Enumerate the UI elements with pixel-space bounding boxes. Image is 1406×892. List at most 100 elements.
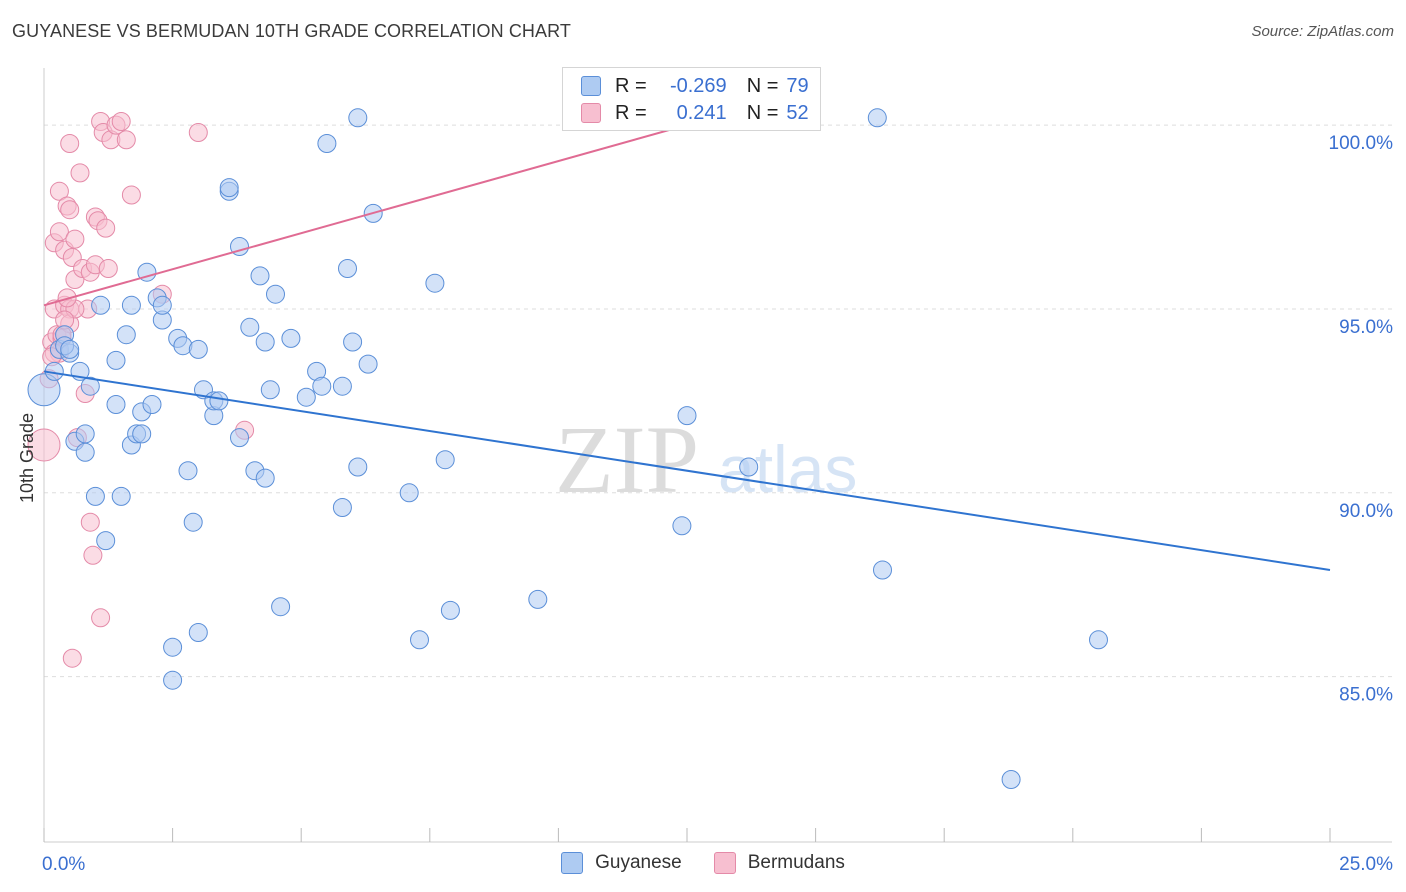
bermudans-point (188, 123, 208, 142)
guyanese-point (271, 597, 291, 617)
guyanese-point (873, 560, 892, 580)
guyanese-point (106, 350, 126, 370)
bermudans-point (80, 512, 100, 532)
bermudans-point (60, 200, 80, 220)
y-tick-label: 100.0% (1329, 133, 1394, 154)
guyanese-point (528, 589, 548, 609)
guyanese-point (209, 391, 229, 411)
guyanese-point (188, 339, 208, 359)
guyanese-point (219, 178, 239, 198)
guyanese-point (348, 457, 368, 477)
guyanese-point (106, 395, 126, 414)
guyanese-point (440, 600, 460, 620)
guyanese-point (132, 424, 152, 444)
guyanese-point (111, 486, 131, 506)
n-label: N = (746, 101, 779, 124)
guyanese-point (80, 376, 100, 396)
guyanese-r-value: -0.269 (669, 74, 727, 97)
stats-legend: R = -0.269 N = 79 R = 0.241 N = 52 (562, 67, 821, 131)
guyanese-point (410, 630, 429, 650)
guyanese-point (121, 295, 141, 315)
guyanese-swatch (581, 76, 601, 96)
guyanese-point (96, 531, 116, 551)
guyanese-point (75, 424, 95, 444)
y-tick-label: 95.0% (1339, 317, 1393, 338)
series-legend: Guyanese Bermudans (0, 852, 1406, 874)
bermudans-point (60, 134, 80, 153)
y-axis-label: 10th Grade (17, 413, 37, 503)
trend-lines (43, 116, 1331, 571)
guyanese-point (317, 134, 337, 153)
guyanese-point (116, 325, 136, 345)
bermudans-point (49, 181, 69, 201)
guyanese-point (672, 516, 692, 536)
legend-item-bermudans: Bermudans (713, 852, 845, 874)
guyanese-point (425, 273, 445, 293)
y-tick-label: 90.0% (1339, 501, 1393, 522)
n-label: N = (746, 74, 779, 97)
guyanese-point (399, 483, 419, 503)
guyanese-point (266, 284, 285, 304)
guyanese-point (435, 450, 455, 470)
guyanese-point (152, 295, 172, 315)
tick-labels: 100.0% 95.0% 90.0% 85.0% 0.0% 25.0% (42, 133, 1393, 875)
x-tick-label: 0.0% (42, 854, 85, 875)
guyanese-point (27, 373, 61, 407)
guyanese-legend-swatch (561, 852, 584, 874)
guyanese-point (240, 317, 260, 337)
bermudans-point (116, 130, 136, 150)
guyanese-point (75, 442, 95, 462)
guyanese-point (91, 295, 111, 315)
guyanese-point (142, 395, 162, 414)
guyanese-point (255, 332, 275, 352)
bermudans-swatch (581, 103, 601, 123)
guyanese-point (312, 376, 332, 396)
guyanese-point (163, 670, 183, 690)
guyanese-point (230, 428, 249, 448)
y-tick-label: 85.0% (1339, 685, 1393, 706)
guyanese-legend-label: Guyanese (595, 852, 682, 873)
legend-item-guyanese: Guyanese (561, 852, 682, 874)
bermudans-legend-label: Bermudans (747, 852, 845, 873)
guyanese-point (332, 498, 352, 517)
legend-row-guyanese: R = -0.269 N = 79 (581, 73, 809, 99)
bermudans-point (83, 545, 103, 565)
guyanese-point (867, 108, 887, 128)
source-label: Source: ZipAtlas.com (1251, 23, 1394, 40)
guyanese-point (296, 387, 316, 407)
bermudans-point (111, 112, 131, 131)
r-label: R = (615, 74, 647, 97)
guyanese-point (332, 376, 352, 396)
guyanese-point (358, 354, 378, 374)
bermudans-point (96, 218, 116, 238)
bermudans-point (98, 259, 118, 278)
bermudans-point (62, 648, 82, 668)
x-tick-label: 25.0% (1339, 854, 1393, 875)
guyanese-point (255, 468, 275, 488)
guyanese-point (183, 512, 203, 532)
bermudans-legend-swatch (713, 852, 736, 874)
guyanese-point (85, 486, 105, 506)
guyanese-point (188, 623, 208, 642)
guyanese-point (677, 406, 697, 426)
chart-title: GUYANESE VS BERMUDAN 10TH GRADE CORRELAT… (12, 21, 571, 41)
guyanese-point (739, 457, 759, 477)
guyanese-point (260, 380, 280, 400)
watermark-zip: ZIP (555, 406, 699, 513)
bermudans-n-value: 52 (786, 101, 809, 124)
guyanese-point (348, 108, 368, 128)
bermudans-point (121, 185, 141, 205)
guyanese-point (178, 461, 198, 481)
gridlines (44, 124, 1392, 678)
guyanese-point (163, 637, 183, 657)
guyanese-point (60, 339, 80, 359)
guyanese-point (1001, 770, 1021, 789)
bermudans-point (70, 163, 90, 183)
guyanese-trend-line (43, 370, 1331, 571)
guyanese-point (338, 259, 357, 278)
r-label: R = (615, 101, 647, 124)
bermudans-point (49, 222, 69, 242)
guyanese-point (343, 332, 363, 352)
guyanese-point (281, 328, 301, 348)
